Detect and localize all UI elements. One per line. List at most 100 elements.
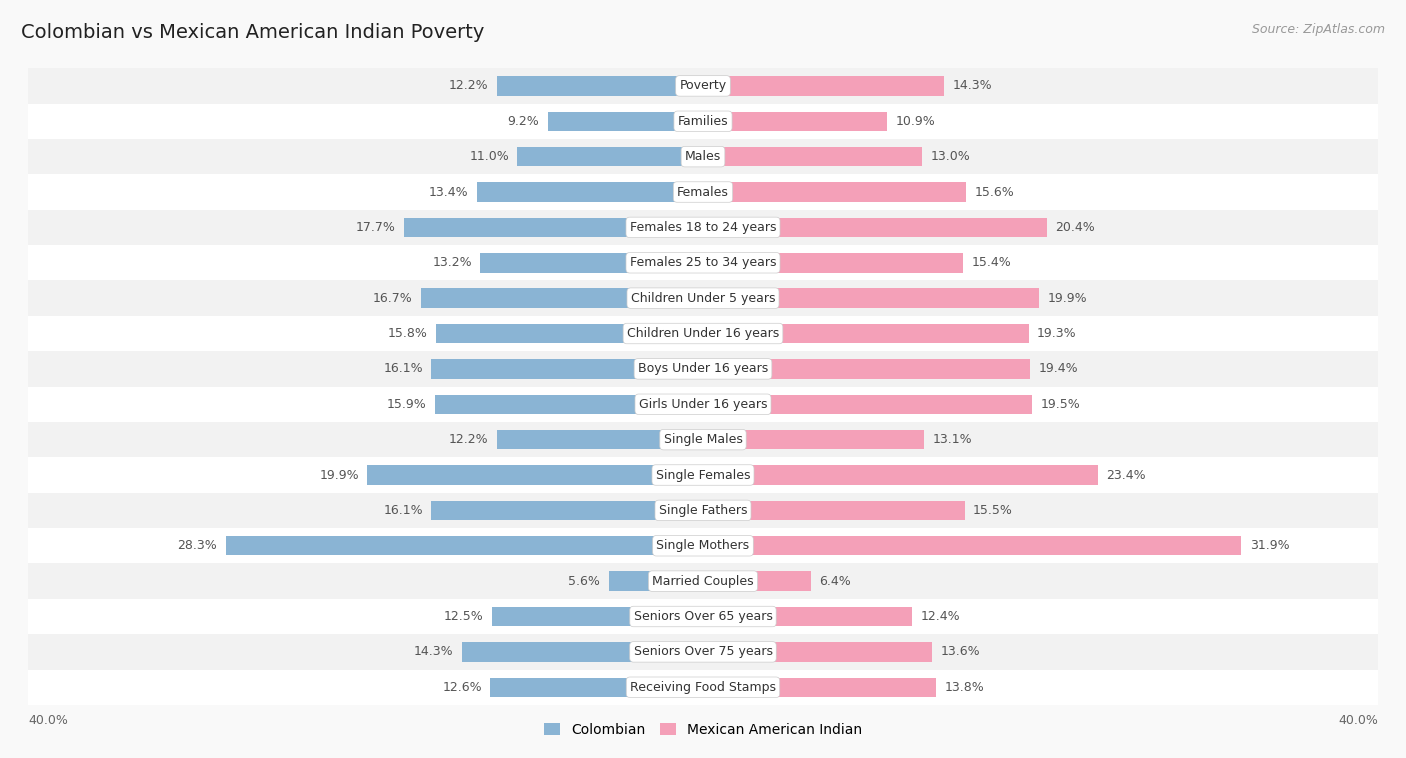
Text: Families: Families bbox=[678, 114, 728, 128]
Text: 10.9%: 10.9% bbox=[896, 114, 935, 128]
Text: 23.4%: 23.4% bbox=[1107, 468, 1146, 481]
Bar bbox=[28, 457, 1378, 493]
Bar bbox=[28, 280, 1378, 316]
Text: Children Under 5 years: Children Under 5 years bbox=[631, 292, 775, 305]
Text: 15.8%: 15.8% bbox=[388, 327, 427, 340]
Text: 16.1%: 16.1% bbox=[384, 362, 423, 375]
Text: 15.6%: 15.6% bbox=[974, 186, 1014, 199]
Bar bbox=[703, 430, 924, 449]
Bar bbox=[367, 465, 703, 485]
Bar bbox=[498, 77, 703, 96]
Bar bbox=[703, 183, 966, 202]
Bar bbox=[703, 324, 1029, 343]
Bar bbox=[703, 147, 922, 167]
Bar bbox=[405, 218, 703, 237]
Text: Females 25 to 34 years: Females 25 to 34 years bbox=[630, 256, 776, 269]
Text: Single Females: Single Females bbox=[655, 468, 751, 481]
Bar bbox=[28, 139, 1378, 174]
Text: 28.3%: 28.3% bbox=[177, 539, 217, 553]
Text: 12.2%: 12.2% bbox=[449, 433, 489, 446]
Text: Married Couples: Married Couples bbox=[652, 575, 754, 587]
Bar bbox=[28, 387, 1378, 422]
Bar bbox=[498, 430, 703, 449]
Bar bbox=[28, 493, 1378, 528]
Text: Colombian vs Mexican American Indian Poverty: Colombian vs Mexican American Indian Pov… bbox=[21, 23, 485, 42]
Bar bbox=[434, 394, 703, 414]
Text: 19.3%: 19.3% bbox=[1038, 327, 1077, 340]
Bar bbox=[28, 351, 1378, 387]
Text: 12.5%: 12.5% bbox=[444, 610, 484, 623]
Bar bbox=[517, 147, 703, 167]
Text: Seniors Over 75 years: Seniors Over 75 years bbox=[634, 645, 772, 659]
Bar bbox=[703, 359, 1031, 379]
Bar bbox=[703, 501, 965, 520]
Bar bbox=[703, 465, 1098, 485]
Text: Single Mothers: Single Mothers bbox=[657, 539, 749, 553]
Text: 31.9%: 31.9% bbox=[1250, 539, 1289, 553]
Text: 5.6%: 5.6% bbox=[568, 575, 600, 587]
Bar bbox=[703, 253, 963, 273]
Text: Poverty: Poverty bbox=[679, 80, 727, 92]
Bar bbox=[28, 669, 1378, 705]
Text: 14.3%: 14.3% bbox=[953, 80, 993, 92]
Bar bbox=[703, 288, 1039, 308]
Bar bbox=[28, 563, 1378, 599]
Text: 20.4%: 20.4% bbox=[1056, 221, 1095, 234]
Text: Single Males: Single Males bbox=[664, 433, 742, 446]
Legend: Colombian, Mexican American Indian: Colombian, Mexican American Indian bbox=[538, 718, 868, 743]
Bar bbox=[703, 572, 811, 591]
Bar bbox=[422, 288, 703, 308]
Bar bbox=[481, 253, 703, 273]
Text: 15.5%: 15.5% bbox=[973, 504, 1012, 517]
Bar bbox=[28, 174, 1378, 210]
Text: 13.4%: 13.4% bbox=[429, 186, 468, 199]
Text: 19.9%: 19.9% bbox=[319, 468, 359, 481]
Text: 16.7%: 16.7% bbox=[373, 292, 413, 305]
Text: 19.4%: 19.4% bbox=[1039, 362, 1078, 375]
Text: 13.8%: 13.8% bbox=[945, 681, 984, 694]
Bar bbox=[703, 77, 945, 96]
Text: 12.2%: 12.2% bbox=[449, 80, 489, 92]
Text: Females: Females bbox=[678, 186, 728, 199]
Bar bbox=[432, 501, 703, 520]
Bar bbox=[703, 218, 1047, 237]
Bar bbox=[609, 572, 703, 591]
Bar bbox=[28, 68, 1378, 104]
Text: 9.2%: 9.2% bbox=[508, 114, 540, 128]
Bar bbox=[28, 245, 1378, 280]
Bar bbox=[703, 642, 932, 662]
Text: Receiving Food Stamps: Receiving Food Stamps bbox=[630, 681, 776, 694]
Text: Males: Males bbox=[685, 150, 721, 163]
Bar bbox=[703, 678, 936, 697]
Text: 16.1%: 16.1% bbox=[384, 504, 423, 517]
Text: 13.0%: 13.0% bbox=[931, 150, 970, 163]
Bar bbox=[492, 607, 703, 626]
Bar bbox=[28, 104, 1378, 139]
Text: 6.4%: 6.4% bbox=[820, 575, 851, 587]
Text: Girls Under 16 years: Girls Under 16 years bbox=[638, 398, 768, 411]
Text: 15.4%: 15.4% bbox=[972, 256, 1011, 269]
Bar bbox=[28, 422, 1378, 457]
Bar bbox=[225, 536, 703, 556]
Text: Children Under 16 years: Children Under 16 years bbox=[627, 327, 779, 340]
Text: Females 18 to 24 years: Females 18 to 24 years bbox=[630, 221, 776, 234]
Text: 13.6%: 13.6% bbox=[941, 645, 980, 659]
Text: 15.9%: 15.9% bbox=[387, 398, 426, 411]
Text: 19.9%: 19.9% bbox=[1047, 292, 1087, 305]
Text: 40.0%: 40.0% bbox=[28, 714, 67, 727]
Text: 17.7%: 17.7% bbox=[356, 221, 396, 234]
Text: 40.0%: 40.0% bbox=[1339, 714, 1378, 727]
Bar bbox=[703, 607, 912, 626]
Text: Seniors Over 65 years: Seniors Over 65 years bbox=[634, 610, 772, 623]
Bar bbox=[703, 394, 1032, 414]
Text: 13.2%: 13.2% bbox=[432, 256, 472, 269]
Bar bbox=[703, 111, 887, 131]
Text: Single Fathers: Single Fathers bbox=[659, 504, 747, 517]
Text: 12.6%: 12.6% bbox=[443, 681, 482, 694]
Bar bbox=[432, 359, 703, 379]
Bar bbox=[703, 536, 1241, 556]
Text: 19.5%: 19.5% bbox=[1040, 398, 1080, 411]
Text: Boys Under 16 years: Boys Under 16 years bbox=[638, 362, 768, 375]
Bar bbox=[28, 634, 1378, 669]
Bar bbox=[436, 324, 703, 343]
